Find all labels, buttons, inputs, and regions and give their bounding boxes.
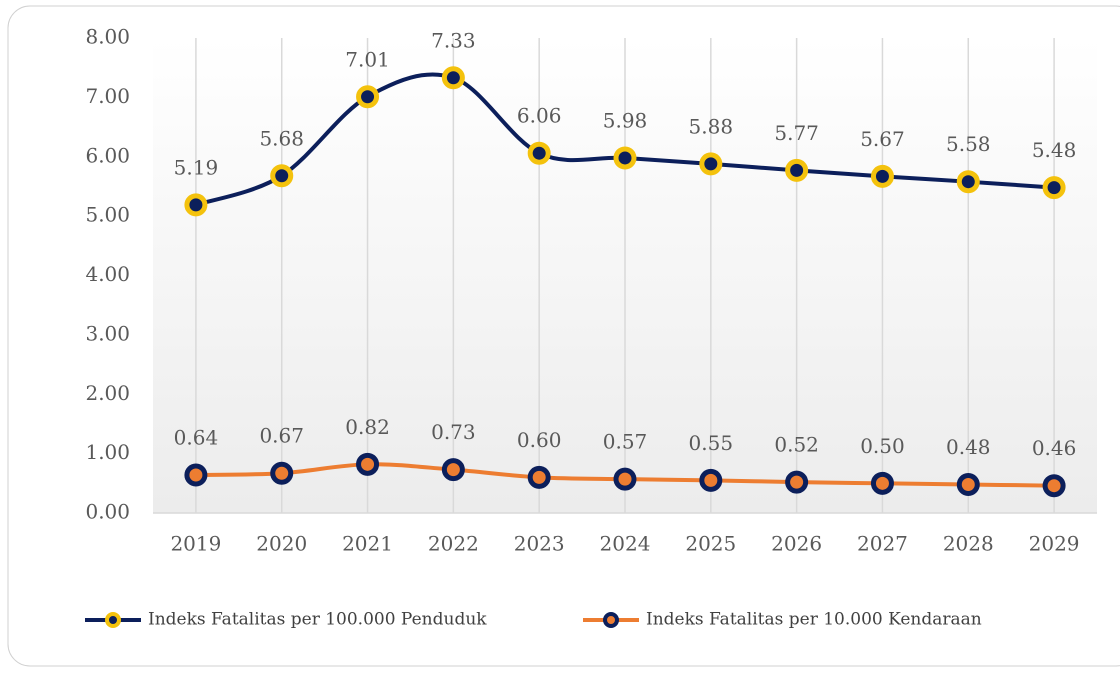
marker bbox=[527, 465, 551, 489]
marker bbox=[870, 164, 894, 188]
value-label: 7.33 bbox=[431, 28, 476, 52]
legend-label: Indeks Fatalitas per 100.000 Penduduk bbox=[148, 610, 487, 630]
legend-label: Indeks Fatalitas per 10.000 Kendaraan bbox=[646, 610, 982, 630]
marker bbox=[184, 193, 208, 217]
value-label: 0.52 bbox=[774, 433, 819, 457]
x-tick-label: 2029 bbox=[1029, 532, 1080, 556]
value-label: 5.19 bbox=[174, 155, 219, 179]
marker bbox=[1042, 474, 1066, 498]
value-label: 0.64 bbox=[174, 426, 219, 450]
marker bbox=[441, 458, 465, 482]
x-tick-label: 2022 bbox=[428, 532, 479, 556]
y-tick-label: 3.00 bbox=[85, 321, 130, 345]
value-label: 5.67 bbox=[860, 127, 905, 151]
value-label: 7.01 bbox=[345, 47, 390, 71]
x-tick-label: 2023 bbox=[514, 532, 565, 556]
y-tick-label: 0.00 bbox=[85, 500, 130, 524]
x-tick-label: 2020 bbox=[256, 532, 307, 556]
y-tick-label: 7.00 bbox=[85, 84, 130, 108]
marker bbox=[441, 66, 465, 90]
value-label: 5.68 bbox=[259, 126, 304, 150]
value-label: 0.82 bbox=[345, 415, 390, 439]
marker bbox=[356, 452, 380, 476]
y-tick-label: 4.00 bbox=[85, 262, 130, 286]
marker bbox=[184, 463, 208, 487]
x-tick-label: 2027 bbox=[857, 532, 908, 556]
y-tick-label: 2.00 bbox=[85, 381, 130, 405]
value-label: 0.50 bbox=[860, 434, 905, 458]
marker bbox=[956, 473, 980, 496]
y-tick-label: 8.00 bbox=[85, 25, 130, 49]
marker bbox=[699, 152, 723, 176]
x-tick-label: 2025 bbox=[685, 532, 736, 556]
x-tick-label: 2028 bbox=[943, 532, 994, 556]
x-tick-label: 2024 bbox=[600, 532, 651, 556]
marker bbox=[956, 170, 980, 194]
marker bbox=[699, 468, 723, 492]
x-tick-label: 2026 bbox=[771, 532, 822, 556]
value-label: 5.98 bbox=[603, 108, 648, 132]
marker bbox=[785, 158, 809, 182]
marker bbox=[270, 164, 294, 188]
value-label: 0.67 bbox=[259, 424, 304, 448]
value-label: 0.57 bbox=[603, 430, 648, 454]
legend-marker bbox=[105, 612, 121, 628]
x-tick-label: 2021 bbox=[342, 532, 393, 556]
marker bbox=[270, 461, 294, 485]
x-tick-label: 2019 bbox=[170, 532, 221, 556]
legend-marker bbox=[603, 612, 619, 628]
value-label: 0.55 bbox=[689, 431, 734, 455]
marker bbox=[785, 470, 809, 494]
marker bbox=[870, 471, 894, 495]
value-label: 5.58 bbox=[946, 132, 991, 156]
value-label: 0.46 bbox=[1032, 436, 1077, 460]
marker bbox=[613, 146, 637, 170]
marker bbox=[356, 85, 380, 109]
marker bbox=[1042, 176, 1066, 200]
y-tick-label: 1.00 bbox=[85, 440, 130, 464]
value-label: 5.48 bbox=[1032, 138, 1077, 162]
marker bbox=[613, 467, 637, 491]
value-label: 0.73 bbox=[431, 420, 476, 444]
value-label: 6.06 bbox=[517, 104, 562, 128]
value-label: 0.48 bbox=[946, 435, 991, 459]
value-label: 5.77 bbox=[774, 121, 819, 145]
y-tick-label: 5.00 bbox=[85, 203, 130, 227]
marker bbox=[527, 141, 551, 165]
y-tick-label: 6.00 bbox=[85, 143, 130, 167]
value-label: 0.60 bbox=[517, 428, 562, 452]
value-label: 5.88 bbox=[689, 114, 734, 138]
